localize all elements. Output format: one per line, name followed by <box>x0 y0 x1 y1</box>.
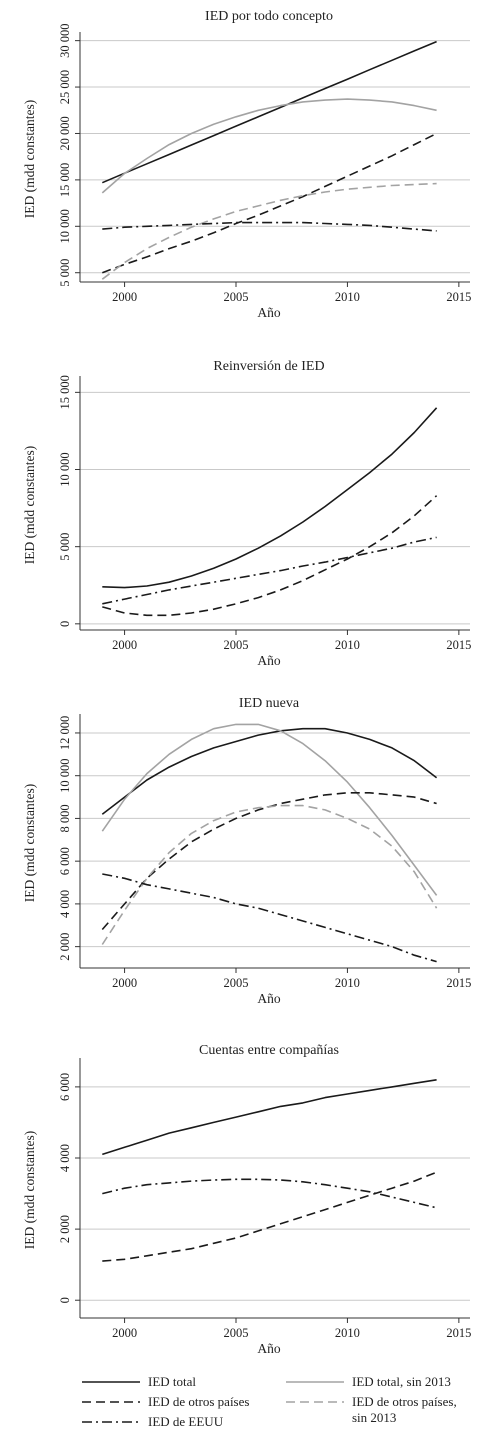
y-tick-label: 4 000 <box>58 890 72 918</box>
legend: IED total IED total, sin 2013 IED de otros… <box>82 1374 457 1429</box>
y-tick-label: 20 000 <box>58 116 72 150</box>
y-tick-label: 10 000 <box>58 759 72 793</box>
y-tick-label: 4 000 <box>58 1144 72 1172</box>
y-tick-label: 5 000 <box>58 259 72 287</box>
chart-panel-3: 2 000 4 000 6 000 8 000 10 000 12 000 2000 2005… <box>22 696 471 1006</box>
legend-label-ied_total: IED total <box>148 1374 196 1389</box>
y-tick-label: 8 000 <box>58 804 72 832</box>
x-tick-label: 2000 <box>112 638 137 652</box>
legend-label-ied_total_sin2013: IED total, sin 2013 <box>352 1374 451 1389</box>
chart-title: Cuentas entre compañías <box>199 1043 339 1058</box>
series-line-ied_total <box>102 1079 437 1156</box>
x-tick-label: 2015 <box>446 638 471 652</box>
series-line-ied_otros <box>102 1171 437 1262</box>
x-tick-label: 2010 <box>335 290 360 304</box>
chart-panel-2: 0 5 000 10 000 15 000 2000 2005 2010 2015 Reinve… <box>22 359 471 668</box>
x-tick-label: 2010 <box>335 976 360 990</box>
x-tick-label: 2005 <box>224 1326 249 1340</box>
series-line-ied_eeuu <box>102 873 437 963</box>
chart-panel-1: 5 000 10 000 15 000 20 000 25 000 30 000 2000 2… <box>22 9 471 320</box>
y-tick-label: 2 000 <box>58 933 72 961</box>
series-line-ied_eeuu <box>102 536 437 605</box>
x-axis-label: Año <box>257 653 280 668</box>
y-tick-label: 2 000 <box>58 1215 72 1243</box>
y-tick-label: 6 000 <box>58 1073 72 1101</box>
x-tick-label: 2000 <box>112 290 137 304</box>
legend-label-ied_eeuu: IED de EEUU <box>148 1414 224 1429</box>
series-line-ied_total_sin2013 <box>101 98 437 194</box>
y-axis-label: IED (mdd constantes) <box>22 784 37 902</box>
x-tick-label: 2000 <box>112 1326 137 1340</box>
y-tick-label: 15 000 <box>58 163 72 197</box>
series-line-ied_total <box>102 407 438 589</box>
x-tick-label: 2005 <box>224 290 249 304</box>
y-tick-label: 30 000 <box>58 23 72 57</box>
y-tick-label: 10 000 <box>58 452 72 486</box>
x-tick-label: 2000 <box>112 976 137 990</box>
series-line-ied_otros <box>102 132 437 274</box>
series-line-ied_total_sin2013 <box>101 723 438 896</box>
chart-title: IED nueva <box>239 696 300 711</box>
y-axis-label: IED (mdd constantes) <box>22 1131 37 1249</box>
y-tick-label: 12 000 <box>58 716 72 750</box>
x-axis-label: Año <box>257 991 280 1006</box>
x-tick-label: 2015 <box>446 1326 471 1340</box>
y-tick-label: 6 000 <box>58 847 72 875</box>
y-axis-label: IED (mdd constantes) <box>22 100 37 218</box>
series-line-ied_otros <box>102 495 438 617</box>
x-axis-label: Año <box>257 1341 280 1356</box>
y-axis-label: IED (mdd constantes) <box>22 446 37 564</box>
legend-label-ied_otros_sin2013: IED de otros países, sin 2013 <box>352 1394 457 1425</box>
y-tick-label: 25 000 <box>58 70 72 104</box>
series-line-ied_eeuu <box>102 1178 437 1209</box>
series-line-ied_eeuu <box>102 221 437 232</box>
x-tick-label: 2010 <box>335 638 360 652</box>
legend-label-ied_otros: IED de otros países <box>148 1394 249 1409</box>
x-tick-label: 2015 <box>446 976 471 990</box>
y-tick-label: 5 000 <box>58 533 72 561</box>
y-tick-label: 15 000 <box>58 375 72 409</box>
x-tick-label: 2010 <box>335 1326 360 1340</box>
series-line-ied_total <box>101 727 438 815</box>
y-tick-label: 0 <box>58 1297 72 1303</box>
x-tick-label: 2015 <box>446 290 471 304</box>
chart-title: Reinversión de IED <box>213 359 324 374</box>
x-axis-label: Año <box>257 305 280 320</box>
series-line-ied_otros_sin2013 <box>101 804 438 945</box>
series-line-ied_total <box>101 40 437 184</box>
x-tick-label: 2005 <box>224 976 249 990</box>
y-tick-label: 0 <box>58 621 72 627</box>
chart-title: IED por todo concepto <box>205 9 333 24</box>
x-tick-label: 2005 <box>224 638 249 652</box>
chart-panel-4: 0 2 000 4 000 6 000 2000 2005 2010 2015 Cuentas … <box>22 1043 471 1356</box>
series-line-ied_otros_sin2013 <box>101 182 437 280</box>
y-tick-label: 10 000 <box>58 209 72 243</box>
